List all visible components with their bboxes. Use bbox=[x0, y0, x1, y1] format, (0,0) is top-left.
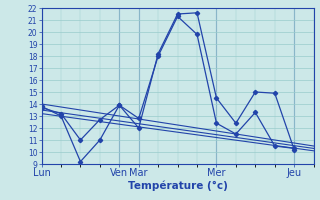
X-axis label: Température (°c): Température (°c) bbox=[128, 181, 228, 191]
